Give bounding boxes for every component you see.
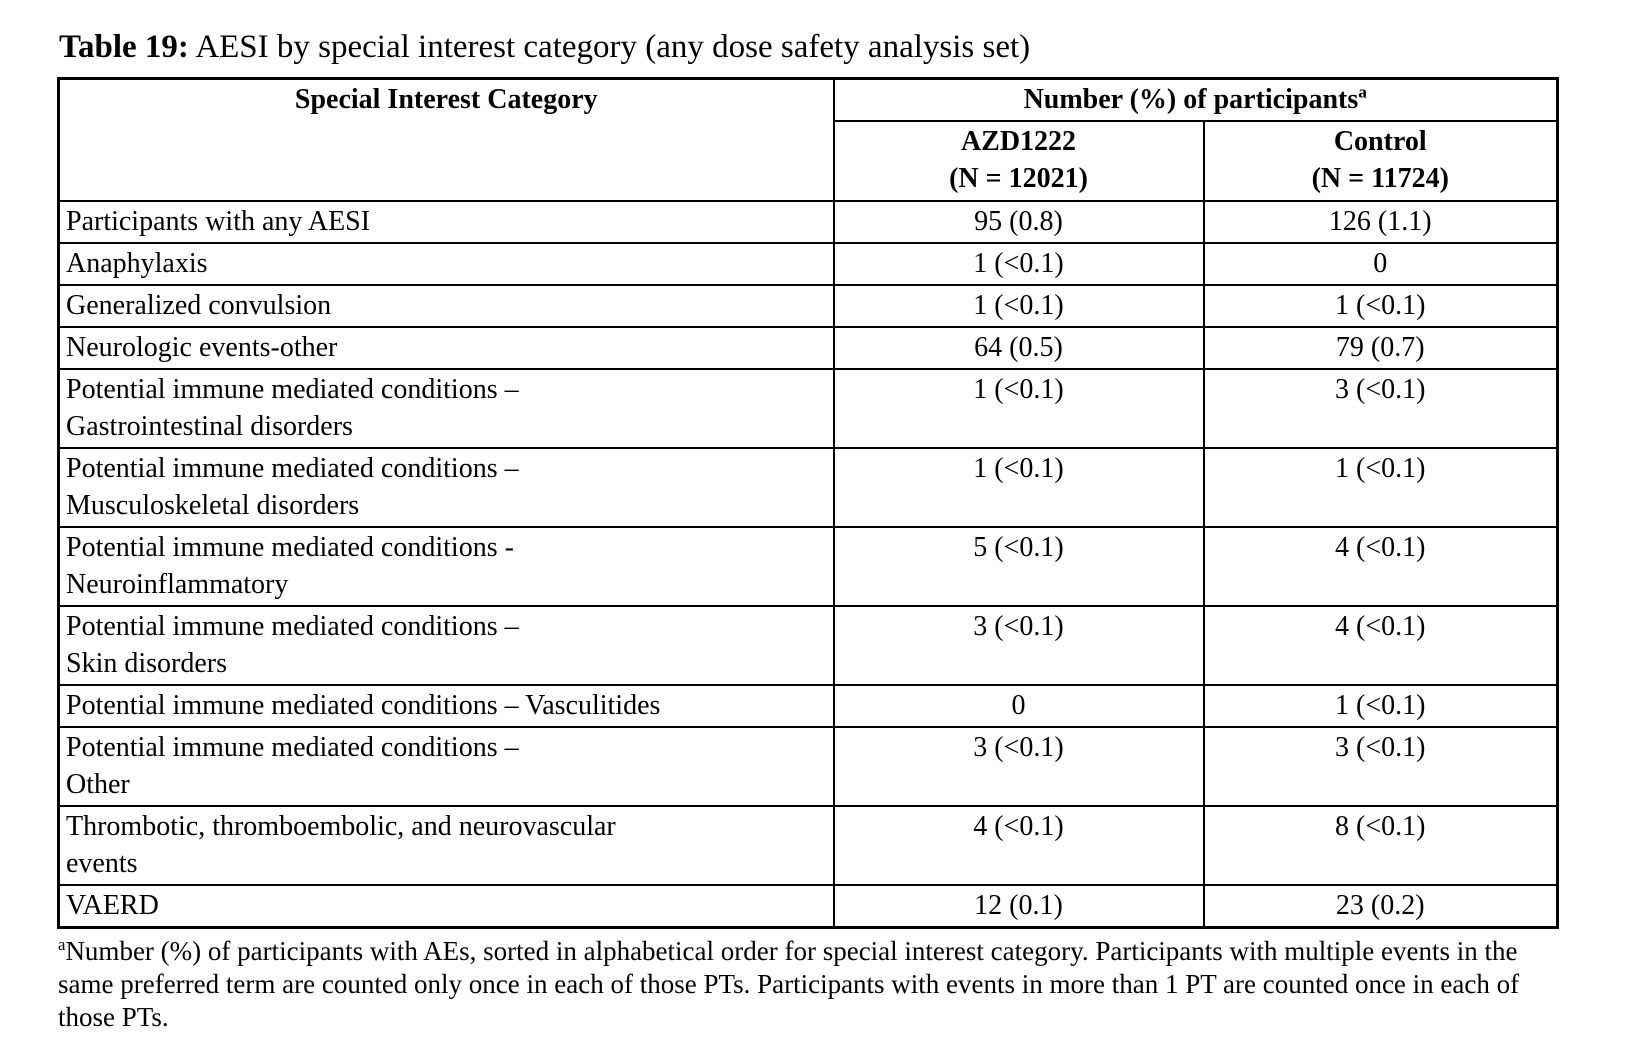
header-azd1222: AZD1222 (N = 12021) xyxy=(832,119,1205,202)
control-value-cell: 1 (<0.1) xyxy=(1202,446,1559,528)
azd1222-value-cell: 0 xyxy=(832,683,1205,728)
table-row: Potential immune mediated conditions – M… xyxy=(57,446,1559,528)
table-row: Potential immune mediated conditions – S… xyxy=(57,604,1559,686)
control-value-cell: 1 (<0.1) xyxy=(1202,283,1559,328)
category-cell: Potential immune mediated conditions – O… xyxy=(57,725,835,807)
control-value-cell: 0 xyxy=(1202,241,1559,286)
control-value-cell: 8 (<0.1) xyxy=(1202,804,1559,886)
category-cell: Potential immune mediated conditions – S… xyxy=(57,604,835,686)
footnote: aNumber (%) of participants with AEs, so… xyxy=(58,935,1568,1034)
table-row: Generalized convulsion 1 (<0.1) 1 (<0.1) xyxy=(57,283,1559,328)
azd1222-value-cell: 1 (<0.1) xyxy=(832,446,1205,528)
table-row: Potential immune mediated conditions – G… xyxy=(57,367,1559,449)
control-value-cell: 79 (0.7) xyxy=(1202,325,1559,370)
category-cell: Potential immune mediated conditions – G… xyxy=(57,367,835,449)
category-cell: Participants with any AESI xyxy=(57,199,835,244)
table-title-text: AESI by special interest category (any d… xyxy=(188,29,1031,65)
table-row: VAERD 12 (0.1) 23 (0.2) xyxy=(57,883,1559,929)
table-row: Potential immune mediated conditions – O… xyxy=(57,725,1559,807)
header-row-1: Special Interest Category Number (%) of … xyxy=(57,77,1559,202)
control-value-cell: 4 (<0.1) xyxy=(1202,604,1559,686)
category-cell: VAERD xyxy=(57,883,835,929)
control-value-cell: 4 (<0.1) xyxy=(1202,525,1559,607)
category-cell: Potential immune mediated conditions – V… xyxy=(57,683,835,728)
control-value-cell: 126 (1.1) xyxy=(1202,199,1559,244)
table-row: Neurologic events-other 64 (0.5) 79 (0.7… xyxy=(57,325,1559,370)
category-cell: Neurologic events-other xyxy=(57,325,835,370)
footnote-superscript-a: a xyxy=(58,934,66,954)
category-cell: Potential immune mediated conditions - N… xyxy=(57,525,835,607)
control-value-cell: 1 (<0.1) xyxy=(1202,683,1559,728)
azd1222-value-cell: 1 (<0.1) xyxy=(832,283,1205,328)
header-row-2: AZD1222 (N = 12021) Control (N = 11724) xyxy=(59,119,1559,202)
control-value-cell: 3 (<0.1) xyxy=(1202,367,1559,449)
footnote-text: Number (%) of participants with AEs, sor… xyxy=(58,935,1520,1032)
category-cell: Potential immune mediated conditions – M… xyxy=(57,446,835,528)
footnote-marker-a: a xyxy=(1358,82,1367,102)
azd1222-value-cell: 95 (0.8) xyxy=(832,199,1205,244)
category-cell: Generalized convulsion xyxy=(57,283,835,328)
azd1222-value-cell: 1 (<0.1) xyxy=(832,367,1205,449)
table-row: Potential immune mediated conditions – V… xyxy=(57,683,1559,728)
control-value-cell: 3 (<0.1) xyxy=(1202,725,1559,807)
azd1222-value-cell: 5 (<0.1) xyxy=(832,525,1205,607)
table-title-label: Table 19: xyxy=(59,29,189,65)
table-header: Special Interest Category Number (%) of … xyxy=(57,77,1559,202)
table-row: Thrombotic, thromboembolic, and neurovas… xyxy=(57,804,1559,886)
control-value-cell: 23 (0.2) xyxy=(1202,883,1559,929)
category-cell: Thrombotic, thromboembolic, and neurovas… xyxy=(57,804,835,886)
header-control: Control (N = 11724) xyxy=(1202,119,1559,202)
header-number-of-participants: Number (%) of participantsa xyxy=(832,77,1559,122)
aesi-table: Special Interest Category Number (%) of … xyxy=(57,76,1559,929)
azd1222-value-cell: 3 (<0.1) xyxy=(832,604,1205,686)
table-row: Participants with any AESI 95 (0.8) 126 … xyxy=(57,199,1559,244)
azd1222-value-cell: 4 (<0.1) xyxy=(832,804,1205,886)
azd1222-value-cell: 64 (0.5) xyxy=(832,325,1205,370)
azd1222-value-cell: 1 (<0.1) xyxy=(832,241,1205,286)
category-cell: Anaphylaxis xyxy=(57,241,835,286)
header-number-of-participants-text: Number (%) of participants xyxy=(1023,83,1359,115)
table-body: Participants with any AESI 95 (0.8) 126 … xyxy=(57,199,1559,929)
header-special-interest-category: Special Interest Category xyxy=(57,77,835,202)
azd1222-value-cell: 3 (<0.1) xyxy=(832,725,1205,807)
table-row: Anaphylaxis 1 (<0.1) 0 xyxy=(57,241,1559,286)
table-title: Table 19: AESI by special interest categ… xyxy=(59,28,1634,68)
table-row: Potential immune mediated conditions - N… xyxy=(57,525,1559,607)
azd1222-value-cell: 12 (0.1) xyxy=(832,883,1205,929)
